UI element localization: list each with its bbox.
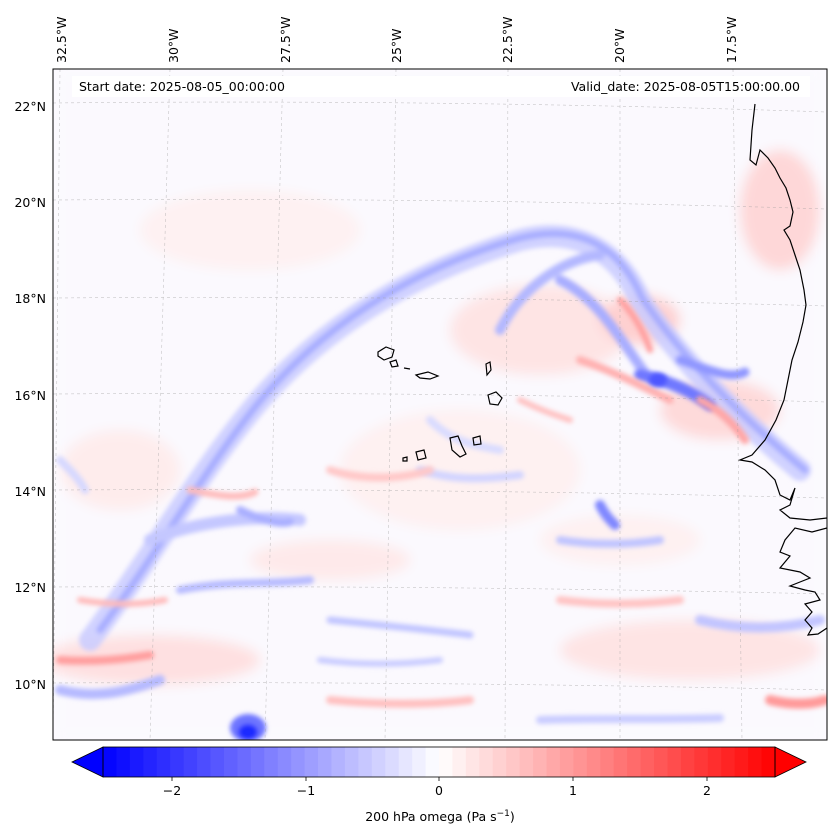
lat-label: 12°N bbox=[14, 580, 46, 595]
colorbar-cell bbox=[425, 747, 440, 777]
colorbar-cell bbox=[465, 747, 480, 777]
lon-label: 20°W bbox=[612, 28, 627, 63]
colorbar-label: 200 hPa omega (Pa s−1) bbox=[365, 809, 515, 824]
lat-label: 20°N bbox=[14, 195, 46, 210]
colorbar-cell bbox=[640, 747, 655, 777]
colorbar-cell bbox=[492, 747, 507, 777]
colorbar-cell bbox=[546, 747, 561, 777]
colorbar-cell bbox=[439, 747, 454, 777]
lon-label: 30°W bbox=[166, 28, 181, 63]
map-frame bbox=[52, 68, 828, 741]
colorbar-ticks bbox=[171, 777, 708, 781]
colorbar-tick-label: 2 bbox=[703, 783, 711, 798]
colorbar-cell bbox=[559, 747, 574, 777]
colorbar-cell bbox=[627, 747, 642, 777]
colorbar-cell bbox=[506, 747, 521, 777]
africa-coastline bbox=[737, 103, 827, 521]
colorbar-cell bbox=[277, 747, 292, 777]
island-santiago bbox=[449, 435, 467, 458]
omega-field bbox=[53, 69, 827, 740]
colorbar-tick-label: 1 bbox=[569, 783, 577, 798]
colorbar-cell bbox=[385, 747, 400, 777]
island-fogo bbox=[415, 449, 427, 461]
island-maio bbox=[472, 435, 482, 446]
island-sao-nicolau bbox=[414, 371, 440, 380]
lat-label: 10°N bbox=[14, 677, 46, 692]
colorbar-tick-label: −1 bbox=[297, 783, 315, 798]
lon-label: 27.5°W bbox=[278, 17, 293, 63]
island-sal bbox=[485, 361, 492, 377]
africa-coastline-south bbox=[778, 527, 827, 636]
colorbar-cell bbox=[734, 747, 749, 777]
colorbar-cell bbox=[600, 747, 615, 777]
colorbar-cell bbox=[667, 747, 682, 777]
colorbar-cell bbox=[223, 747, 238, 777]
lon-label: 22.5°W bbox=[500, 17, 515, 63]
colorbar-cell bbox=[170, 747, 185, 777]
lon-label: 17.5°W bbox=[724, 17, 739, 63]
colorbar-cell bbox=[318, 747, 333, 777]
colorbar-cell bbox=[291, 747, 306, 777]
colorbar-cell bbox=[761, 747, 776, 777]
colorbar-cell bbox=[116, 747, 131, 777]
colorbar-cell bbox=[344, 747, 359, 777]
colorbar-cell bbox=[103, 747, 118, 777]
island-santo-antao bbox=[377, 346, 395, 361]
colorbar-min-extend bbox=[71, 746, 104, 778]
colorbar-cell bbox=[573, 747, 588, 777]
colorbar-tick-label: −2 bbox=[163, 783, 181, 798]
colorbar-cell bbox=[707, 747, 722, 777]
colorbar-max-extend bbox=[774, 746, 807, 778]
island-sao-vicente bbox=[389, 359, 399, 368]
colorbar-cell bbox=[519, 747, 534, 777]
valid-date-label: Valid_date: 2025-08-05T15:00:00.00 bbox=[571, 79, 800, 94]
colorbar-cell bbox=[533, 747, 548, 777]
colorbar-cell bbox=[371, 747, 386, 777]
colorbar-cell bbox=[721, 747, 736, 777]
colorbar-cell bbox=[412, 747, 427, 777]
colorbar-cell bbox=[197, 747, 212, 777]
map-panel: Start date: 2025-08-05_00:00:00 Valid_da… bbox=[52, 68, 828, 741]
start-date-label: Start date: 2025-08-05_00:00:00 bbox=[79, 79, 285, 94]
colorbar-cell bbox=[586, 747, 601, 777]
title-box bbox=[72, 76, 810, 97]
colorbar-cells bbox=[103, 747, 776, 777]
lon-label: 32.5°W bbox=[54, 17, 69, 63]
colorbar-cell bbox=[479, 747, 494, 777]
colorbar-cell bbox=[156, 747, 171, 777]
lat-label: 14°N bbox=[14, 484, 46, 499]
colorbar-cell bbox=[183, 747, 198, 777]
colorbar-cell bbox=[237, 747, 252, 777]
coastlines bbox=[377, 103, 827, 636]
longitude-labels: 32.5°W 30°W 27.5°W 25°W 22.5°W 20°W 17.5… bbox=[54, 17, 739, 63]
colorbar-cell bbox=[143, 747, 158, 777]
lat-label: 16°N bbox=[14, 388, 46, 403]
colorbar-cell bbox=[452, 747, 467, 777]
colorbar-cell bbox=[358, 747, 373, 777]
colorbar-cell bbox=[680, 747, 695, 777]
colorbar-cell bbox=[331, 747, 346, 777]
colorbar-tick-label: 0 bbox=[435, 783, 443, 798]
island-brava bbox=[402, 456, 408, 462]
lon-label: 25°W bbox=[389, 28, 404, 63]
colorbar-cell bbox=[398, 747, 413, 777]
colorbar-cell bbox=[250, 747, 265, 777]
colorbar-cell bbox=[264, 747, 279, 777]
colorbar-cell bbox=[210, 747, 225, 777]
colorbar-cell bbox=[748, 747, 763, 777]
colorbar-cell bbox=[654, 747, 669, 777]
lat-label: 18°N bbox=[14, 291, 46, 306]
colorbar-cell bbox=[694, 747, 709, 777]
colorbar-cell bbox=[129, 747, 144, 777]
gridlines bbox=[53, 69, 827, 740]
colorbar-cell bbox=[304, 747, 319, 777]
island-santa-luzia bbox=[403, 367, 411, 370]
latitude-labels: 22°N 20°N 18°N 16°N 14°N 12°N 10°N bbox=[14, 99, 46, 692]
lat-label: 22°N bbox=[14, 99, 46, 114]
island-boa-vista bbox=[487, 391, 503, 406]
colorbar-cell bbox=[613, 747, 628, 777]
colorbar: −2 −1 0 1 2 200 hPa omega (Pa s−1) bbox=[71, 746, 807, 824]
